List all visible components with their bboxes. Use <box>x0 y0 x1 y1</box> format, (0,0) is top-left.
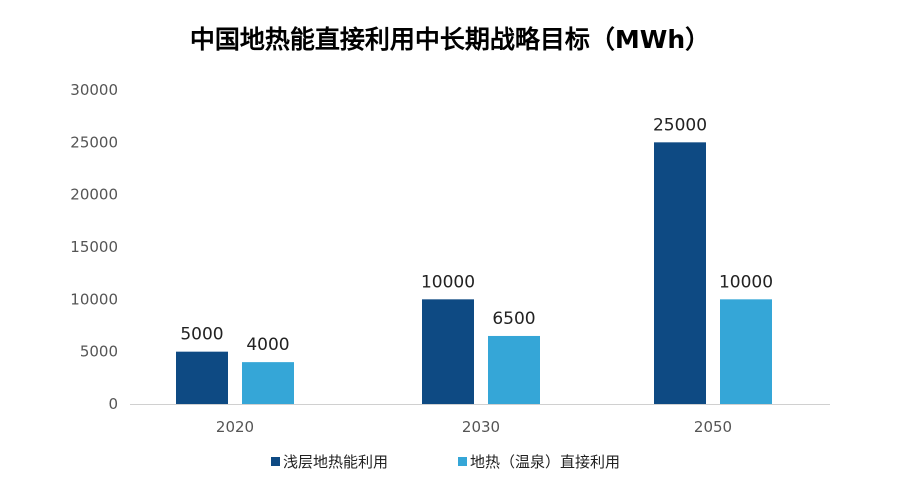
legend-swatch-1 <box>271 457 280 466</box>
chart-title: 中国地热能直接利用中长期战略目标（MWh） <box>189 25 711 54</box>
x-tick-label: 2050 <box>694 418 732 436</box>
data-label: 5000 <box>180 325 223 345</box>
bar-2020-series-1 <box>176 351 228 404</box>
data-label: 6500 <box>492 309 535 329</box>
legend-label: 浅层地热能利用 <box>283 453 388 471</box>
y-tick-label: 0 <box>108 395 118 413</box>
data-label: 10000 <box>719 272 773 292</box>
bar-2050-series-1 <box>654 142 706 405</box>
y-tick-label: 20000 <box>70 186 118 204</box>
x-tick-label: 2020 <box>216 418 254 436</box>
y-tick-label: 5000 <box>80 343 118 361</box>
data-label: 10000 <box>421 272 475 292</box>
y-tick-label: 15000 <box>70 238 118 256</box>
x-tick-label: 2030 <box>462 418 500 436</box>
bar-2030-series-1 <box>422 299 474 404</box>
bar-2050-series-2 <box>720 299 772 404</box>
legend-swatch-2 <box>458 457 467 466</box>
y-tick-label: 25000 <box>70 133 118 151</box>
bar-2030-series-2 <box>488 335 540 404</box>
data-label: 4000 <box>246 335 289 355</box>
legend-label: 地热（温泉）直接利用 <box>470 453 620 471</box>
y-tick-label: 30000 <box>70 81 118 99</box>
data-label: 25000 <box>653 115 707 135</box>
bar-2020-series-2 <box>242 362 294 404</box>
y-tick-label: 10000 <box>70 290 118 308</box>
